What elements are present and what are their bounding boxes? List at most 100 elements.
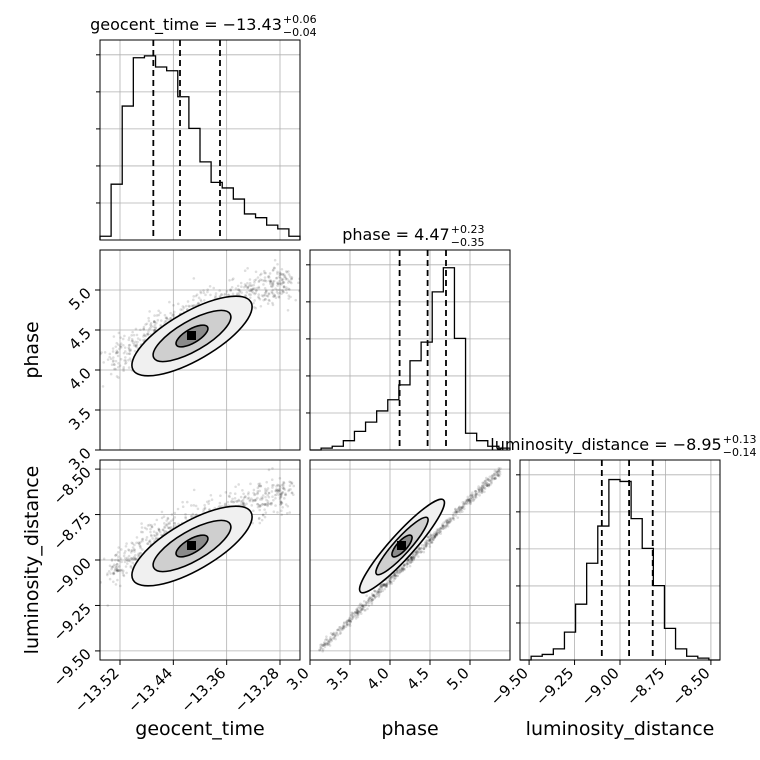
sample-point [261, 496, 265, 500]
sample-point [267, 502, 270, 506]
sample-point [347, 618, 351, 622]
sample-point [385, 584, 388, 588]
sample-point [118, 347, 121, 351]
sample-point [285, 286, 288, 289]
sample-point [281, 281, 285, 285]
sample-point [473, 490, 477, 493]
sample-point [169, 316, 173, 320]
sample-point [497, 466, 501, 470]
sample-point [402, 564, 406, 568]
sample-point [428, 537, 431, 541]
sample-point [473, 495, 477, 498]
sample-point [387, 579, 390, 583]
sample-point [413, 555, 416, 558]
sample-point [110, 567, 113, 571]
sample-point [405, 561, 409, 564]
sample-point [111, 565, 114, 569]
sample-point [134, 553, 137, 557]
sample-point [235, 499, 238, 503]
sample-point [331, 633, 334, 636]
sample-point [246, 285, 250, 289]
title-plus-phase: +0.23 [451, 223, 485, 236]
sample-point [456, 507, 460, 511]
sample-point [114, 554, 117, 557]
sample-point [157, 528, 161, 532]
sample-point [380, 587, 384, 591]
sample-point [442, 524, 445, 527]
sample-point [122, 367, 125, 371]
sample-point [157, 528, 161, 531]
sample-point [413, 556, 416, 560]
sample-point [214, 294, 217, 298]
sample-point [202, 299, 206, 302]
sample-point [496, 474, 500, 477]
sample-point [275, 288, 279, 292]
sample-point [459, 506, 463, 510]
sample-point [234, 485, 237, 489]
sample-point [127, 554, 131, 558]
sample-point [351, 615, 355, 619]
sample-point [258, 504, 262, 507]
y-tick-label-phase: 4.0 [65, 364, 95, 394]
sample-point [143, 334, 147, 337]
sample-point [129, 348, 133, 352]
sample-point [479, 486, 482, 489]
sample-point [131, 557, 135, 561]
sample-point [473, 497, 476, 500]
sample-point [497, 469, 501, 472]
sample-point [487, 478, 491, 481]
sample-point [325, 642, 329, 646]
sample-point [347, 619, 351, 622]
sample-point [327, 643, 330, 646]
sample-point [376, 592, 379, 595]
sample-point [345, 620, 349, 623]
sample-point [368, 596, 372, 599]
sample-point [345, 623, 349, 627]
sample-point [481, 484, 484, 487]
sample-point [113, 363, 116, 367]
sample-point [435, 532, 438, 536]
sample-point [119, 342, 123, 345]
sample-point [111, 347, 115, 350]
sample-point [163, 526, 166, 530]
sample-point [261, 502, 265, 506]
sample-point [244, 285, 248, 288]
sample-point [432, 538, 435, 541]
sample-point [272, 295, 275, 298]
sample-point [264, 491, 267, 495]
sample-point [261, 502, 264, 506]
sample-point [228, 278, 231, 282]
sample-point [294, 298, 298, 302]
sample-point [213, 506, 217, 510]
sample-point [130, 334, 133, 337]
sample-point [146, 333, 150, 336]
sample-point [257, 280, 261, 284]
sample-point [452, 511, 456, 515]
sample-point [133, 548, 136, 552]
sample-point [279, 495, 283, 498]
sample-point [361, 607, 365, 611]
sample-point [153, 314, 156, 317]
sample-point [232, 277, 235, 280]
sample-point [141, 539, 144, 543]
sample-point [275, 488, 278, 491]
sample-point [475, 492, 478, 496]
sample-point [278, 291, 282, 294]
sample-point [210, 498, 214, 502]
sample-point [207, 502, 210, 505]
sample-point [165, 519, 168, 522]
sample-point [267, 292, 271, 296]
sample-point [488, 475, 492, 479]
sample-point [434, 533, 438, 536]
sample-point [355, 611, 359, 614]
sample-point [124, 544, 128, 548]
sample-point [138, 544, 142, 547]
sample-point [270, 490, 274, 493]
sample-point [253, 281, 256, 284]
sample-point [248, 278, 252, 281]
sample-point [496, 473, 499, 476]
sample-point [494, 476, 497, 480]
x-tick-label-luminosity_distance: −9.25 [532, 664, 577, 709]
sample-point [360, 608, 364, 611]
sample-point [285, 291, 289, 295]
